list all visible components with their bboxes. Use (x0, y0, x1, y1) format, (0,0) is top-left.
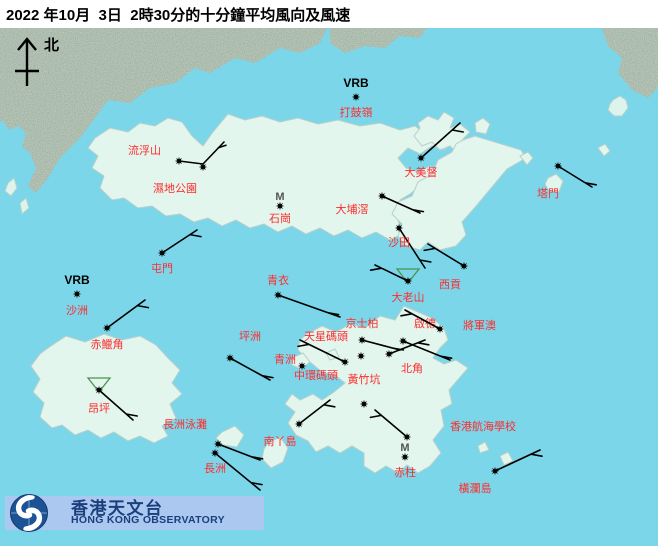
svg-text:將軍澳: 將軍澳 (463, 318, 496, 332)
svg-text:北角: 北角 (401, 362, 423, 375)
svg-text:昂坪: 昂坪 (88, 402, 110, 415)
svg-text:青衣: 青衣 (267, 273, 289, 287)
svg-text:屯門: 屯門 (151, 262, 173, 275)
svg-text:中環碼頭: 中環碼頭 (294, 369, 338, 382)
svg-text:黃竹坑: 黃竹坑 (348, 372, 381, 386)
svg-text:赤柱: 赤柱 (394, 465, 416, 479)
svg-text:長洲: 長洲 (204, 462, 226, 475)
svg-text:沙田: 沙田 (388, 236, 410, 249)
svg-text:南丫島: 南丫島 (264, 434, 297, 448)
svg-text:VRB: VRB (64, 273, 90, 287)
svg-text:打鼓嶺: 打鼓嶺 (340, 105, 373, 119)
svg-text:塔門: 塔門 (537, 187, 559, 200)
svg-text:坪洲: 坪洲 (239, 330, 261, 343)
svg-text:沙洲: 沙洲 (66, 304, 88, 317)
svg-text:M: M (400, 442, 409, 454)
svg-text:大美督: 大美督 (405, 165, 438, 179)
svg-text:天星碼頭: 天星碼頭 (304, 330, 348, 343)
svg-text:流浮山: 流浮山 (128, 143, 161, 157)
svg-text:啟德: 啟德 (414, 316, 436, 330)
svg-text:橫瀾島: 橫瀾島 (459, 481, 492, 495)
svg-text:大埔滘: 大埔滘 (336, 202, 369, 216)
svg-text:濕地公園: 濕地公園 (153, 182, 197, 195)
svg-text:赤鱲角: 赤鱲角 (91, 338, 124, 351)
svg-text:VRB: VRB (343, 76, 369, 90)
svg-text:青洲: 青洲 (274, 353, 296, 366)
svg-text:香港航海學校: 香港航海學校 (450, 419, 516, 433)
svg-text:大老山: 大老山 (392, 290, 425, 304)
svg-text:石崗: 石崗 (269, 212, 291, 225)
svg-text:西貢: 西貢 (439, 278, 461, 291)
svg-text:長洲泳灘: 長洲泳灘 (163, 417, 207, 431)
svg-text:M: M (275, 191, 284, 203)
svg-text:京士柏: 京士柏 (346, 316, 379, 330)
svg-text:北: 北 (44, 37, 59, 54)
